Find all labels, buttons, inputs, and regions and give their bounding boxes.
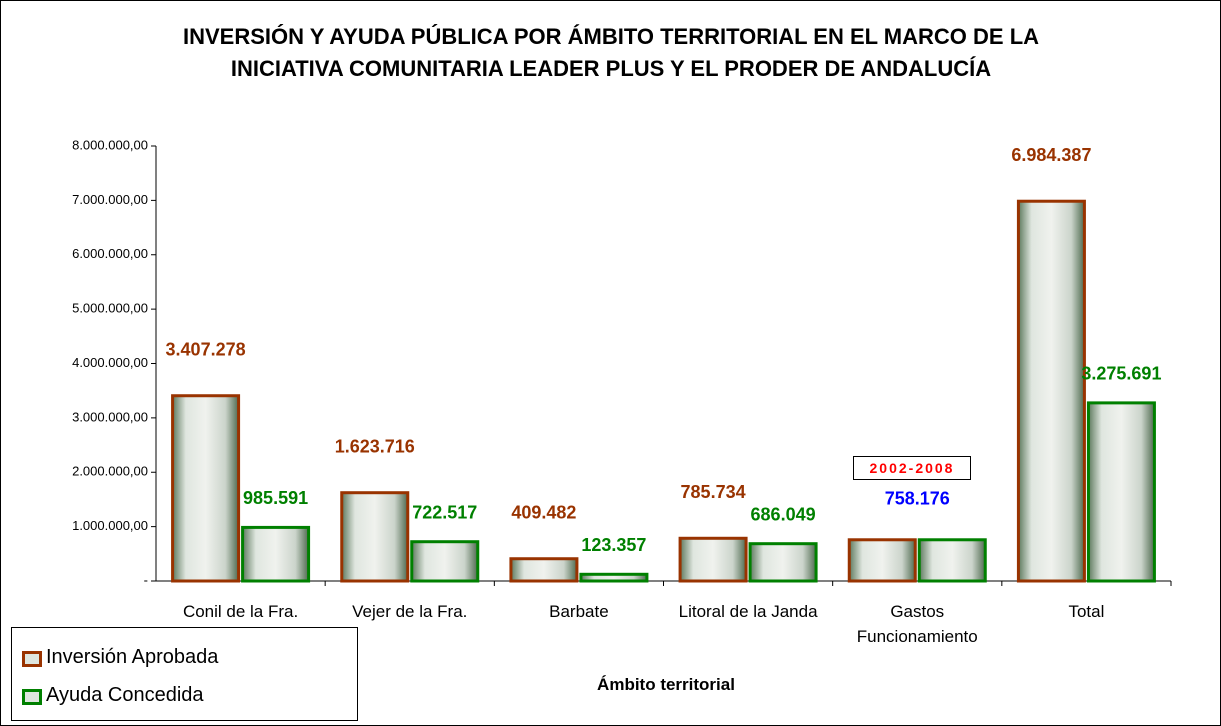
- x-tick-label: Litoral de la Janda: [668, 599, 828, 624]
- legend: Inversión Aprobada Ayuda Concedida: [11, 627, 358, 721]
- x-tick-label: Barbate: [499, 599, 659, 624]
- value-label: 722.517: [412, 502, 477, 522]
- legend-swatch: [22, 651, 42, 667]
- bar: [1088, 403, 1154, 581]
- y-tick-label: 6.000.000,00: [72, 246, 148, 261]
- bar: [243, 527, 309, 581]
- x-tick-label: Gastos Funcionamiento: [837, 599, 997, 649]
- legend-swatch: [22, 689, 42, 705]
- bar: [680, 538, 746, 581]
- chart: INVERSIÓN Y AYUDA PÚBLICA POR ÁMBITO TER…: [0, 0, 1221, 726]
- x-tick-label: Conil de la Fra.: [161, 599, 321, 624]
- value-label: 123.357: [581, 535, 646, 555]
- annotation: 2002-2008: [853, 456, 971, 480]
- y-tick-label: -: [144, 572, 148, 587]
- x-tick-label: Vejer de la Fra.: [330, 599, 490, 624]
- legend-entry: Ayuda Concedida: [46, 684, 204, 707]
- value-label: 3.407.278: [166, 339, 246, 359]
- y-tick-label: 5.000.000,00: [72, 301, 148, 316]
- value-label: 985.591: [243, 488, 308, 508]
- y-tick-label: 4.000.000,00: [72, 355, 148, 370]
- bar: [511, 559, 577, 581]
- y-tick-label: 7.000.000,00: [72, 192, 148, 207]
- value-label: 758.176: [885, 489, 950, 509]
- value-label: 409.482: [511, 502, 576, 522]
- x-axis-title: Ámbito territorial: [531, 675, 801, 695]
- legend-entry: Inversión Aprobada: [46, 646, 218, 669]
- bar: [581, 574, 647, 581]
- bar: [919, 540, 985, 581]
- y-tick-label: 2.000.000,00: [72, 464, 148, 479]
- bar: [173, 396, 239, 581]
- y-tick-label: 8.000.000,00: [72, 137, 148, 152]
- value-label: 3.275.691: [1081, 364, 1161, 384]
- bar: [412, 542, 478, 581]
- bar: [750, 544, 816, 581]
- legend-label: Ayuda Concedida: [46, 684, 204, 706]
- value-label: 785.734: [681, 482, 746, 502]
- y-tick-label: 1.000.000,00: [72, 518, 148, 533]
- legend-label: Inversión Aprobada: [46, 646, 218, 668]
- x-tick-label: Total: [1006, 599, 1166, 624]
- bar: [342, 493, 408, 581]
- bar: [1018, 201, 1084, 581]
- value-label: 6.984.387: [1011, 145, 1091, 165]
- y-tick-label: 3.000.000,00: [72, 409, 148, 424]
- value-label: 1.623.716: [335, 436, 415, 456]
- bar: [849, 540, 915, 581]
- value-label: 686.049: [751, 504, 816, 524]
